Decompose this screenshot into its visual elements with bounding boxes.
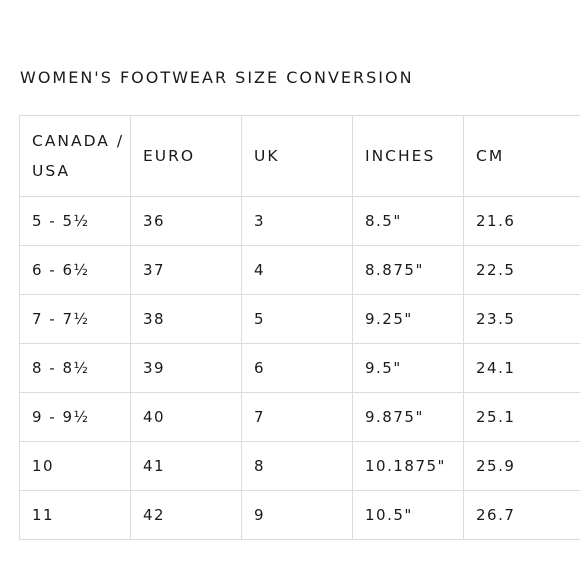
- cell-uk: 8: [241, 441, 353, 491]
- cell-inches: 9.5": [352, 343, 464, 393]
- table-row: 8 - 8½ 39 6 9.5" 24.1: [19, 343, 580, 393]
- cell-cm: 24.1: [463, 343, 580, 393]
- cell-euro: 40: [130, 392, 242, 442]
- cell-canada-usa: 8 - 8½: [19, 343, 131, 393]
- cell-canada-usa: 5 - 5½: [19, 196, 131, 246]
- cell-uk: 3: [241, 196, 353, 246]
- header-euro: EURO: [130, 115, 242, 197]
- header-canada-usa: CANADA / USA: [19, 115, 131, 197]
- table-row: 7 - 7½ 38 5 9.25" 23.5: [19, 294, 580, 344]
- cell-canada-usa: 6 - 6½: [19, 245, 131, 295]
- cell-cm: 26.7: [463, 490, 580, 540]
- header-uk: UK: [241, 115, 353, 197]
- table-row: 6 - 6½ 37 4 8.875" 22.5: [19, 245, 580, 295]
- cell-uk: 9: [241, 490, 353, 540]
- cell-uk: 5: [241, 294, 353, 344]
- cell-cm: 23.5: [463, 294, 580, 344]
- cell-uk: 6: [241, 343, 353, 393]
- cell-cm: 21.6: [463, 196, 580, 246]
- cell-canada-usa: 11: [19, 490, 131, 540]
- header-cm: CM: [463, 115, 580, 197]
- header-inches: INCHES: [352, 115, 464, 197]
- cell-canada-usa: 7 - 7½: [19, 294, 131, 344]
- cell-uk: 7: [241, 392, 353, 442]
- cell-uk: 4: [241, 245, 353, 295]
- table-row: 9 - 9½ 40 7 9.875" 25.1: [19, 392, 580, 442]
- cell-euro: 39: [130, 343, 242, 393]
- table-row: 11 42 9 10.5" 26.7: [19, 490, 580, 540]
- table-header-row: CANADA / USA EURO UK INCHES CM: [19, 115, 580, 197]
- cell-inches: 10.5": [352, 490, 464, 540]
- cell-inches: 9.875": [352, 392, 464, 442]
- table-row: 10 41 8 10.1875" 25.9: [19, 441, 580, 491]
- cell-euro: 38: [130, 294, 242, 344]
- cell-inches: 8.5": [352, 196, 464, 246]
- cell-cm: 25.1: [463, 392, 580, 442]
- cell-cm: 22.5: [463, 245, 580, 295]
- cell-cm: 25.9: [463, 441, 580, 491]
- page-title: WOMEN'S FOOTWEAR SIZE CONVERSION: [20, 68, 414, 87]
- size-conversion-table: CANADA / USA EURO UK INCHES CM 5 - 5½ 36…: [19, 115, 580, 540]
- cell-canada-usa: 10: [19, 441, 131, 491]
- table-row: 5 - 5½ 36 3 8.5" 21.6: [19, 196, 580, 246]
- cell-euro: 42: [130, 490, 242, 540]
- cell-euro: 41: [130, 441, 242, 491]
- cell-inches: 8.875": [352, 245, 464, 295]
- cell-euro: 37: [130, 245, 242, 295]
- cell-inches: 9.25": [352, 294, 464, 344]
- cell-canada-usa: 9 - 9½: [19, 392, 131, 442]
- cell-euro: 36: [130, 196, 242, 246]
- cell-inches: 10.1875": [352, 441, 464, 491]
